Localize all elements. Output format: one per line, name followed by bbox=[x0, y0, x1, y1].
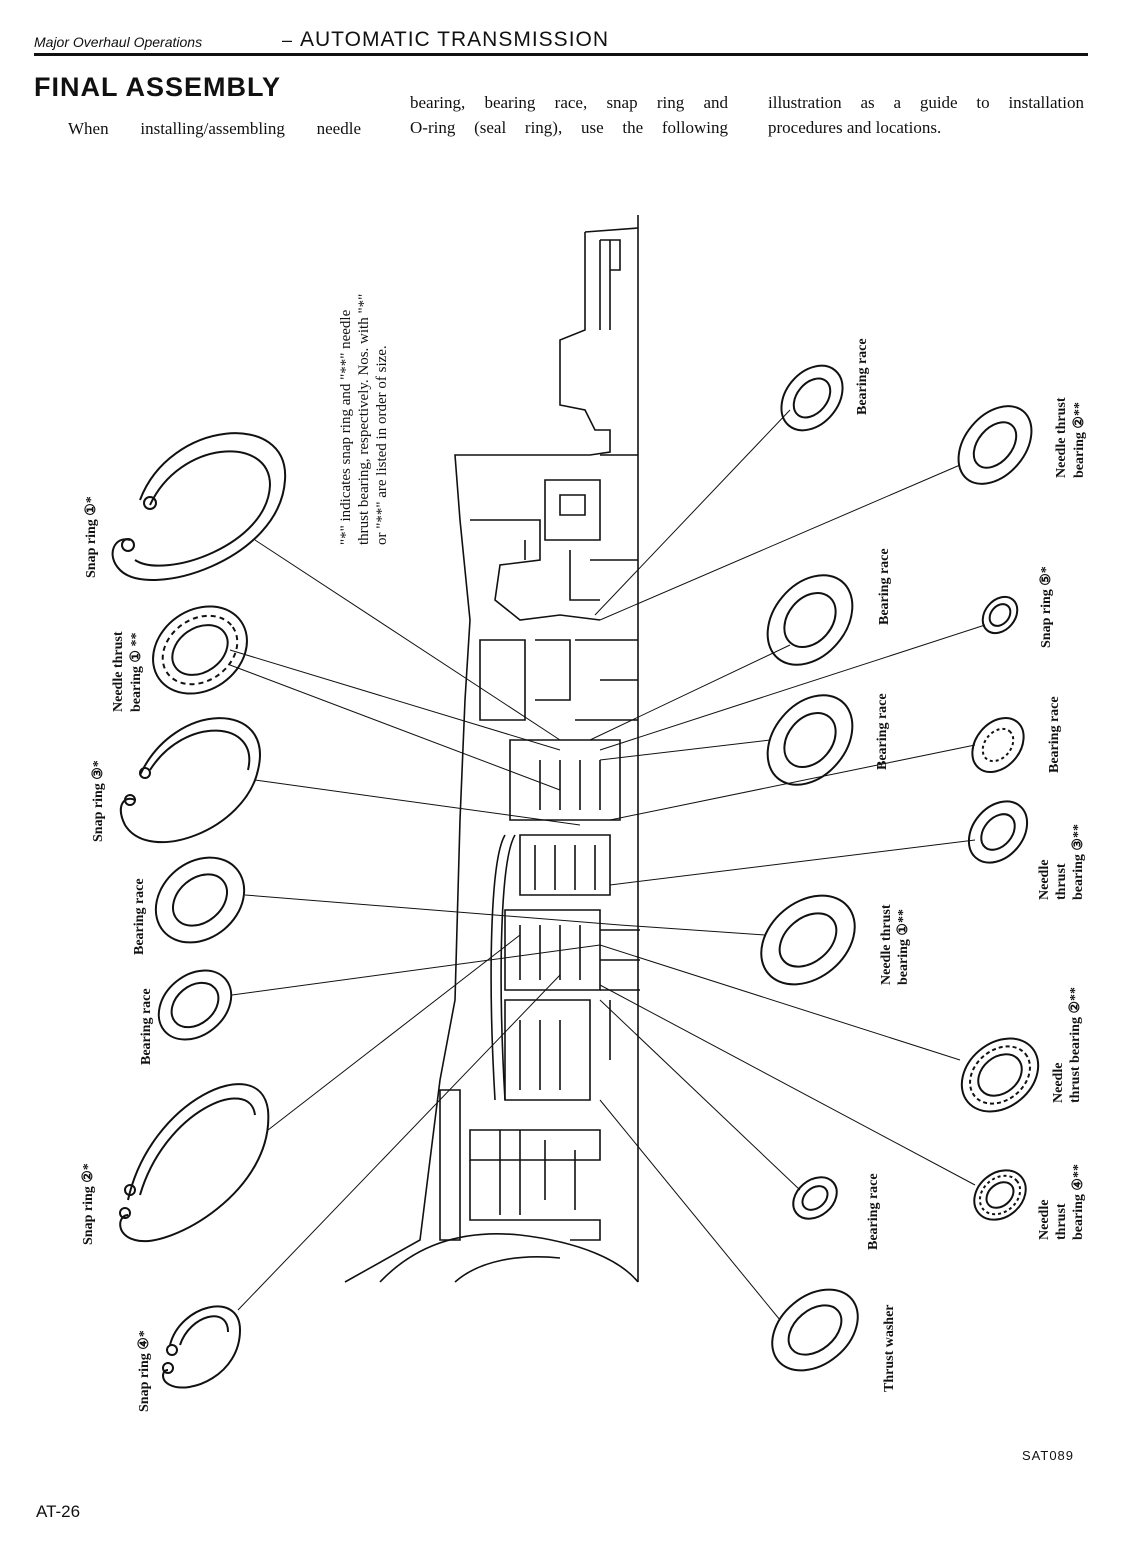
size-order-note: "*" indicates snap ring and "**" needle … bbox=[338, 294, 390, 545]
svg-text:Bearing race: Bearing race bbox=[877, 548, 892, 625]
svg-text:Snap ring ③*: Snap ring ③* bbox=[91, 760, 106, 842]
label-needle-thrust-bearing-2b: Needle thrust bearing ②** bbox=[1051, 987, 1083, 1103]
svg-text:bearing ①**: bearing ①** bbox=[896, 909, 911, 985]
label-snap-ring-5: Snap ring ⑤* bbox=[1039, 566, 1054, 648]
label-snap-ring-4: Snap ring ④* bbox=[137, 1330, 152, 1412]
svg-text:Snap ring ②*: Snap ring ②* bbox=[81, 1163, 96, 1245]
needle-thrust-bearing-1-part bbox=[152, 605, 248, 695]
bearing-race-left-1-part bbox=[154, 856, 246, 944]
svg-text:Snap ring ④*: Snap ring ④* bbox=[137, 1330, 152, 1412]
svg-text:Needle: Needle bbox=[1037, 860, 1052, 900]
snap-ring-2-part bbox=[119, 1083, 270, 1243]
svg-text:Bearing race: Bearing race bbox=[132, 878, 147, 955]
label-thrust-washer: Thrust washer bbox=[882, 1304, 897, 1392]
svg-text:Bearing race: Bearing race bbox=[855, 338, 870, 415]
svg-text:Needle: Needle bbox=[1051, 1063, 1066, 1103]
svg-text:thrust: thrust bbox=[1054, 1203, 1069, 1240]
label-needle-thrust-bearing-3: Needle thrust bearing ③** bbox=[1037, 824, 1086, 900]
intro-text-line: O-ring (seal ring), use the following bbox=[410, 118, 728, 137]
bearing-race-right-top-part bbox=[780, 364, 844, 432]
page-header: Major Overhaul Operations – AUTOMATIC TR… bbox=[34, 26, 1088, 56]
svg-text:Bearing race: Bearing race bbox=[875, 693, 890, 770]
note-line: "*" indicates snap ring and "**" needle bbox=[338, 309, 354, 545]
intro-text-line: illustration as a guide to installation bbox=[768, 93, 1084, 112]
intro-column-1: When installing/assembling needle bbox=[68, 116, 361, 141]
svg-text:bearing ④**: bearing ④** bbox=[1071, 1164, 1086, 1240]
label-bearing-race-mid-1: Bearing race bbox=[877, 548, 892, 625]
label-snap-ring-1: Snap ring ①* bbox=[84, 496, 99, 578]
chapter-title: AUTOMATIC TRANSMISSION bbox=[300, 28, 610, 51]
page-number: AT-26 bbox=[36, 1502, 81, 1521]
bearing-race-mid-1-part bbox=[766, 574, 854, 666]
label-snap-ring-2: Snap ring ②* bbox=[81, 1163, 96, 1245]
needle-thrust-bearing-4-part bbox=[973, 1169, 1027, 1221]
bearing-race-left-2-part bbox=[157, 969, 233, 1041]
label-bearing-race-low: Bearing race bbox=[866, 1173, 881, 1250]
snap-ring-4-part bbox=[162, 1305, 242, 1389]
needle-thrust-bearing-2b-part bbox=[960, 1037, 1040, 1113]
figure-id: SAT089 bbox=[1022, 1448, 1075, 1463]
svg-text:Snap ring ⑤*: Snap ring ⑤* bbox=[1039, 566, 1054, 648]
intro-text-line: procedures and locations. bbox=[768, 118, 942, 137]
bearing-race-mid-2-part bbox=[766, 694, 854, 786]
svg-text:thrust: thrust bbox=[1054, 863, 1069, 900]
label-needle-thrust-bearing-1b: Needle thrust bearing ①** bbox=[879, 904, 911, 985]
snap-ring-3-part bbox=[119, 717, 261, 843]
label-needle-thrust-bearing-4: Needle thrust bearing ④** bbox=[1037, 1164, 1086, 1240]
svg-text:Bearing race: Bearing race bbox=[139, 988, 154, 1065]
section-heading: FINAL ASSEMBLY bbox=[34, 72, 282, 102]
needle-thrust-bearing-3-part bbox=[967, 800, 1029, 864]
label-bearing-race-right-top: Bearing race bbox=[855, 338, 870, 415]
intro-text-line: When installing/assembling needle bbox=[68, 119, 361, 138]
needle-thrust-bearing-2-top-part bbox=[957, 405, 1033, 485]
header-dash: – bbox=[282, 30, 293, 50]
svg-text:Needle thrust: Needle thrust bbox=[879, 904, 894, 985]
svg-text:Needle: Needle bbox=[1037, 1200, 1052, 1240]
note-line: thrust bearing, respectively. Nos. with … bbox=[356, 294, 372, 545]
svg-text:bearing ②**: bearing ②** bbox=[1072, 402, 1087, 478]
section-name: Major Overhaul Operations bbox=[34, 34, 203, 50]
leader-lines bbox=[229, 409, 986, 1321]
intro-text-line: bearing, bearing race, snap ring and bbox=[410, 93, 728, 112]
thrust-washer-part bbox=[771, 1288, 859, 1372]
svg-text:Bearing race: Bearing race bbox=[866, 1173, 881, 1250]
svg-text:Needle thrust: Needle thrust bbox=[111, 631, 126, 712]
snap-ring-1-part bbox=[111, 432, 287, 581]
label-bearing-race-left-1: Bearing race bbox=[132, 878, 147, 955]
svg-text:Bearing race: Bearing race bbox=[1047, 696, 1062, 773]
label-needle-thrust-bearing-1: Needle thrust bearing ① ** bbox=[111, 631, 144, 712]
label-bearing-race-mid-3: Bearing race bbox=[1047, 696, 1062, 773]
intro-column-3: illustration as a guide to installation … bbox=[768, 90, 1084, 140]
bearing-race-mid-3-part bbox=[971, 717, 1025, 773]
needle-thrust-bearing-1b-part bbox=[760, 894, 856, 986]
svg-text:Thrust washer: Thrust washer bbox=[882, 1304, 897, 1392]
intro-column-2: bearing, bearing race, snap ring and O-r… bbox=[410, 90, 728, 140]
label-bearing-race-mid-2: Bearing race bbox=[875, 693, 890, 770]
svg-text:Snap ring ①*: Snap ring ①* bbox=[84, 496, 99, 578]
transmission-cross-section bbox=[344, 215, 640, 1283]
svg-text:Needle thrust: Needle thrust bbox=[1054, 397, 1069, 478]
snap-ring-5-part bbox=[981, 595, 1019, 635]
bearing-race-low-part bbox=[792, 1176, 838, 1220]
svg-text:bearing ③**: bearing ③** bbox=[1071, 824, 1086, 900]
svg-text:thrust bearing ②**: thrust bearing ②** bbox=[1068, 987, 1083, 1103]
svg-text:bearing ① **: bearing ① ** bbox=[129, 633, 144, 712]
label-needle-thrust-bearing-2-top: Needle thrust bearing ②** bbox=[1054, 397, 1087, 478]
label-snap-ring-3: Snap ring ③* bbox=[91, 760, 106, 842]
note-line: or "**" are listed in order of size. bbox=[374, 345, 390, 545]
label-bearing-race-left-2: Bearing race bbox=[139, 988, 154, 1065]
